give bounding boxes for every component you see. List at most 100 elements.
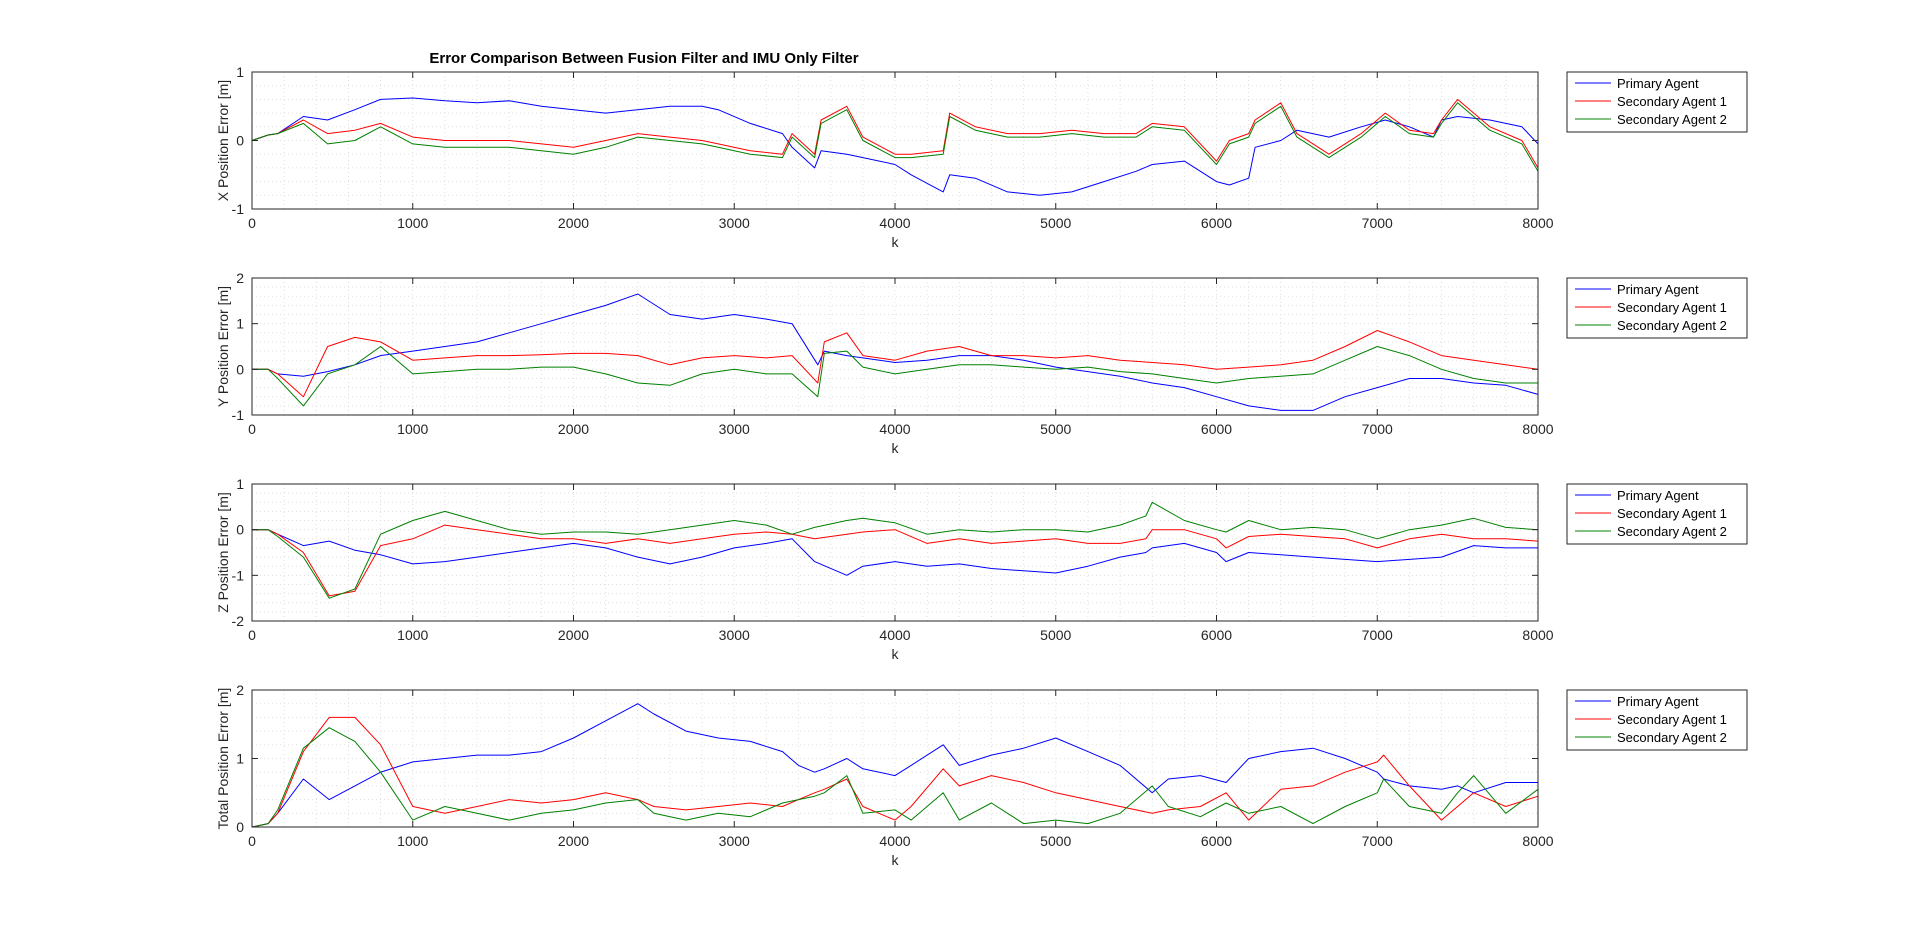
legend-label-3: Secondary Agent 2 [1617,112,1727,127]
x-tick-label: 5000 [1040,627,1071,643]
y-axis-label: Y Position Error [m] [215,286,231,407]
y-tick-label: 2 [236,682,244,698]
series-line-1 [252,529,1538,576]
legend-label-2: Secondary Agent 1 [1617,300,1727,315]
x-tick-label: 0 [248,833,256,849]
x-axis-label: k [892,440,900,456]
x-tick-label: 8000 [1522,833,1553,849]
legend-box [1566,71,1748,133]
series-line-2 [252,524,1539,597]
x-tick-label: 4000 [879,833,910,849]
y-tick-label: 1 [236,64,244,80]
y-tick-label: 0 [236,819,244,835]
x-tick-label: 0 [248,421,256,437]
x-axis-label: k [892,234,900,250]
subplot-3: 0 1000 2000 3000 4000 5000 6000 7000 8000 -2 -1 0 1 k… [215,476,1748,662]
x-tick-label: 0 [248,215,256,231]
y-tick-label: 0 [236,133,244,149]
x-tick-label: 5000 [1040,215,1071,231]
series-line-2 [251,98,1539,169]
subplot-4: 0 1000 2000 3000 4000 5000 6000 7000 8000 0 1 2 k Tot… [215,682,1748,868]
legend-label-2: Secondary Agent 1 [1617,94,1727,109]
series-group [252,501,1539,599]
x-tick-label: 3000 [719,833,750,849]
x-tick-label: 6000 [1201,215,1232,231]
x-tick-label: 3000 [719,215,750,231]
y-tick-label: -1 [232,407,245,423]
x-tick-label: 6000 [1201,627,1232,643]
x-tick-label: 1000 [397,215,428,231]
x-tick-label: 7000 [1362,833,1393,849]
legend-label-1: Primary Agent [1617,488,1699,503]
y-tick-label: -1 [232,201,245,217]
legend-label-3: Secondary Agent 2 [1617,730,1727,745]
series-line-3 [252,346,1538,407]
legend-label-1: Primary Agent [1617,694,1699,709]
legend-label-3: Secondary Agent 2 [1617,524,1727,539]
series-line-3 [252,501,1539,599]
x-tick-label: 7000 [1362,421,1393,437]
series-line-3 [251,727,1539,828]
x-tick-label: 4000 [879,421,910,437]
x-tick-label: 2000 [558,833,589,849]
legend-label-3: Secondary Agent 2 [1617,318,1727,333]
x-tick-label: 3000 [719,627,750,643]
legend-box [1566,483,1748,545]
subplot-1: 0 1000 2000 3000 4000 5000 6000 7000 8000-101kX … [215,64,1748,250]
x-tick-label: 3000 [719,421,750,437]
series-line-1 [251,703,1538,828]
legend-label-2: Secondary Agent 1 [1617,506,1727,521]
x-tick-label: 8000 [1522,421,1553,437]
legend-label-1: Primary Agent [1617,76,1699,91]
x-tick-label: 2000 [558,215,589,231]
y-tick-label: 1 [236,316,244,332]
x-tick-label: 1000 [397,627,428,643]
y-tick-label: -1 [232,567,245,583]
x-tick-label: 0 [248,627,256,643]
x-tick-label: 2000 [558,421,589,437]
series-line-2 [251,716,1539,828]
legend-box [1566,277,1748,339]
subplot-stack: 0 1000 2000 3000 4000 5000 6000 7000 8000-101kX … [215,64,1748,868]
subplot-2: 0 1000 2000 3000 4000 5000 6000 7000 8000-1012kY… [215,270,1748,456]
y-tick-label: 0 [236,361,244,377]
series-line-2 [252,330,1539,398]
legend: Primary Agent Secondary Agent 1 Secondary … [1566,71,1748,133]
x-axis-label: k [892,852,900,868]
series-line-1 [252,293,1539,411]
series-line-3 [251,102,1539,172]
x-tick-label: 6000 [1201,833,1232,849]
x-tick-label: 8000 [1522,627,1553,643]
legend: Primary Agent Secondary Agent 1 Secondary … [1566,277,1748,339]
legend-box [1566,689,1748,751]
figure-title: Error Comparison Between Fusion Filter a… [429,50,858,67]
x-tick-label: 4000 [879,627,910,643]
x-tick-label: 5000 [1040,833,1071,849]
x-tick-label: 1000 [397,421,428,437]
x-tick-label: 2000 [558,627,589,643]
x-tick-label: 1000 [397,833,428,849]
y-tick-label: 1 [236,476,244,492]
y-tick-label: -2 [232,613,245,629]
x-tick-label: 6000 [1201,421,1232,437]
y-axis-label: X Position Error [m] [215,80,231,201]
grid [252,690,1538,827]
legend-label-1: Primary Agent [1617,282,1699,297]
y-axis-label: Total Position Error [m] [215,688,231,830]
series-group [252,293,1539,411]
y-tick-label: 1 [236,751,244,767]
legend: Primary Agent Secondary Agent 1 Secondary … [1566,483,1748,545]
y-tick-label: 0 [236,522,244,538]
x-tick-label: 5000 [1040,421,1071,437]
grid [252,484,1538,621]
y-axis-label: Z Position Error [m] [215,492,231,613]
legend-label-2: Secondary Agent 1 [1617,712,1727,727]
x-tick-label: 4000 [879,215,910,231]
series-group [251,97,1539,196]
x-tick-label: 7000 [1362,215,1393,231]
series-group [251,703,1539,828]
series-line-1 [251,97,1539,196]
x-tick-label: 8000 [1522,215,1553,231]
x-axis-label: k [892,646,900,662]
